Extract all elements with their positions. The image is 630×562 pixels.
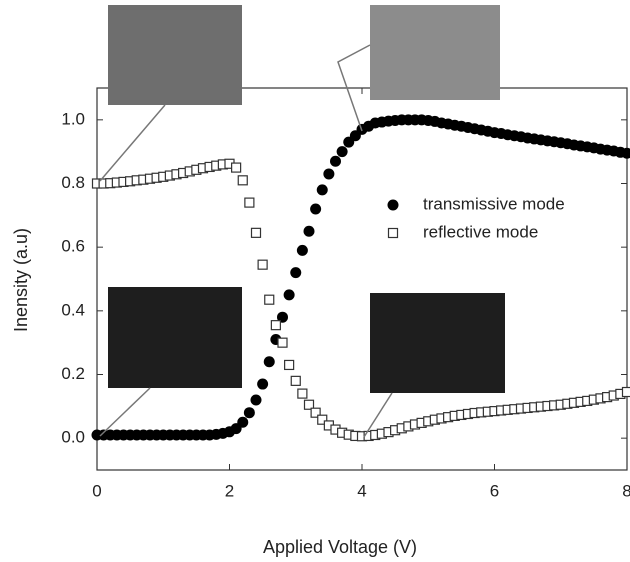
y-tick-label: 0.2: [61, 364, 85, 383]
data-point: [323, 168, 335, 180]
x-tick-label: 6: [490, 481, 499, 500]
arrow: [337, 44, 371, 132]
x-axis-label: Applied Voltage (V): [263, 537, 417, 557]
legend-marker: [387, 227, 399, 239]
data-point: [303, 399, 315, 410]
data-point: [310, 407, 321, 418]
data-point: [316, 184, 328, 196]
data-point: [257, 259, 268, 270]
legend-label: transmissive mode: [423, 194, 565, 213]
data-point: [237, 175, 248, 186]
y-tick-label: 1.0: [61, 109, 85, 128]
data-point: [290, 375, 301, 386]
arrow: [363, 392, 393, 438]
data-point: [244, 197, 255, 208]
inset-image: [108, 5, 242, 105]
y-tick-label: 0.4: [61, 300, 85, 319]
y-tick-label: 0.0: [61, 428, 85, 447]
inset-arrows: [99, 44, 393, 438]
arrow: [99, 104, 166, 182]
y-axis-label: Inensity (a.u): [11, 228, 31, 332]
x-tick-label: 4: [357, 481, 366, 500]
data-point: [621, 147, 630, 159]
data-point: [257, 378, 269, 390]
arrow: [99, 387, 151, 437]
data-point: [277, 311, 288, 323]
data-point: [264, 294, 275, 305]
data-point: [250, 394, 262, 406]
data-point: [290, 267, 302, 279]
data-point: [297, 388, 308, 399]
data-point: [296, 244, 308, 256]
data-point: [277, 337, 288, 348]
legend-item: reflective mode: [387, 222, 538, 241]
legend-item: transmissive mode: [387, 194, 565, 213]
data-point: [621, 386, 630, 398]
data-point: [336, 146, 348, 158]
data-point: [237, 416, 249, 428]
data-point: [283, 289, 295, 301]
legend-marker: [387, 199, 399, 211]
data-point: [243, 407, 255, 419]
inset-image: [370, 5, 500, 100]
inset-image: [108, 287, 242, 388]
x-tick-label: 8: [622, 481, 630, 500]
data-point: [250, 227, 262, 238]
plot-area: 0 2 4 6 8 0.0 0.2 0.4 0.6 0.8 1.0: [61, 87, 630, 500]
data-point: [270, 320, 281, 331]
insets: [99, 5, 505, 438]
data-point: [263, 356, 275, 368]
x-tick-label: 0: [92, 481, 101, 500]
data-point: [310, 203, 322, 215]
legend-label: reflective mode: [423, 222, 538, 241]
data-point: [284, 359, 295, 371]
data-point: [317, 414, 328, 425]
y-tick-label: 0.8: [61, 173, 85, 192]
data-point: [303, 225, 315, 237]
data-point: [231, 162, 242, 173]
inset-image: [370, 293, 505, 393]
y-tick-label: 0.6: [61, 237, 85, 256]
data-point: [330, 155, 341, 167]
x-tick-label: 2: [225, 481, 234, 500]
